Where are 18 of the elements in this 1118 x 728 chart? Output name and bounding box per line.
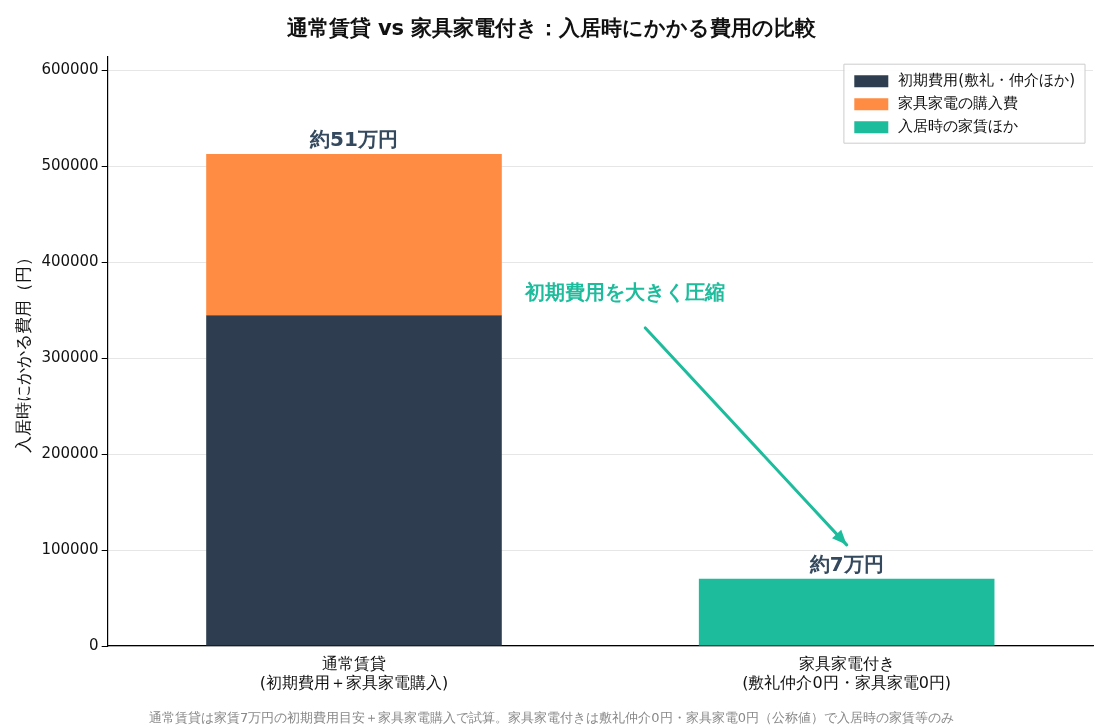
y-tick-label: 0 [89,635,99,654]
x-tick-label: 家具家電付き (敷礼仲介0円・家具家電0円) [742,653,952,692]
y-tick-label: 500000 [41,156,99,175]
legend-label: 家具家電の購入費 [898,94,1019,113]
chart-title: 通常賃貸 vs 家具家電付き：入居時にかかる費用の比較 [285,16,818,41]
y-tick-label: 100000 [41,539,99,558]
annotation: 初期費用を大きく圧縮 [524,280,726,305]
text: 通常賃貸は家賃7万円の初期費用目安＋家具家電購入で試算。家具家電付きは敷礼仲介0円・家具家電0円（公称値）で入居時の家賃等のみ [149,709,954,725]
legend-label: 初期費用(敷礼・仲介ほか) [898,71,1076,90]
total-label: 約7万円 [808,552,884,577]
x-tick-label: 通常賃貸 (初期費用＋家具家電購入) [259,653,449,692]
y-tick-label: 200000 [41,444,99,463]
legend-label: 入居時の家賃ほか [898,117,1019,136]
y-tick-label: 400000 [41,252,99,271]
y-axis-title: 入居時にかかる費用（円） [12,249,33,454]
y-tick-label: 600000 [41,60,99,79]
total-label: 約51万円 [309,127,398,152]
y-tick-label: 300000 [41,348,99,367]
